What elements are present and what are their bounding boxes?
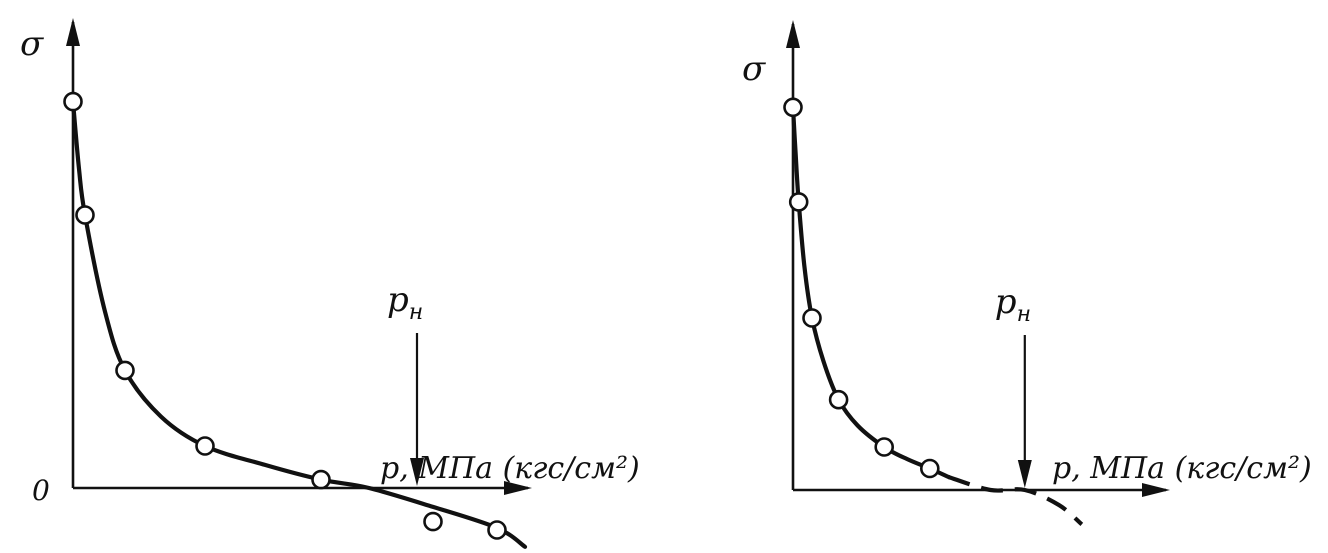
- data-point-left-0: [63, 91, 83, 112]
- x-axis-label-right: p, МПа (кгс/см²): [1052, 451, 1312, 486]
- data-point-left-3: [195, 436, 215, 456]
- curve-right-dashed-extension: [948, 475, 1084, 527]
- y-axis-label-right: σ: [742, 49, 766, 89]
- pn-label-right-sub: н: [1017, 302, 1032, 327]
- markers-right: [783, 97, 940, 479]
- data-point-right-0: [783, 97, 803, 118]
- pn-label-left-main: p: [387, 280, 409, 320]
- data-point-right-2: [802, 308, 822, 328]
- chart-right: σ p, МПа (кгс/см²) pн: [742, 20, 1312, 527]
- x-axis-label-left: p, МПа (кгс/см²): [380, 451, 640, 486]
- data-point-left-4: [311, 469, 331, 490]
- pn-pointer-head-right: [1017, 460, 1032, 488]
- pn-label-left: pн: [387, 280, 423, 325]
- data-point-left-6: [487, 520, 507, 540]
- data-point-right-5: [919, 458, 940, 479]
- chart-left: σ 0 p, МПа (кгс/см²) pн: [20, 18, 640, 549]
- x-axis-arrow-right: [1142, 483, 1170, 497]
- pn-label-left-sub: н: [409, 300, 424, 325]
- data-point-right-4: [874, 437, 895, 457]
- pn-label-right-main: p: [995, 282, 1017, 322]
- data-point-right-1: [788, 192, 809, 212]
- y-axis-label-left: σ: [20, 24, 44, 64]
- pn-label-right: pн: [995, 282, 1031, 327]
- data-point-left-2: [115, 360, 135, 381]
- curve-right: [790, 105, 951, 480]
- origin-label-left: 0: [32, 474, 50, 507]
- pn-pointer-head-left: [410, 458, 424, 486]
- y-axis-arrow-left: [66, 18, 80, 46]
- data-point-left-1: [75, 205, 95, 225]
- y-axis-arrow-right: [786, 20, 800, 48]
- data-point-left-5: [423, 511, 443, 532]
- x-axis-arrow-left: [504, 481, 532, 495]
- data-point-right-3: [828, 389, 849, 410]
- markers-left: [63, 91, 507, 540]
